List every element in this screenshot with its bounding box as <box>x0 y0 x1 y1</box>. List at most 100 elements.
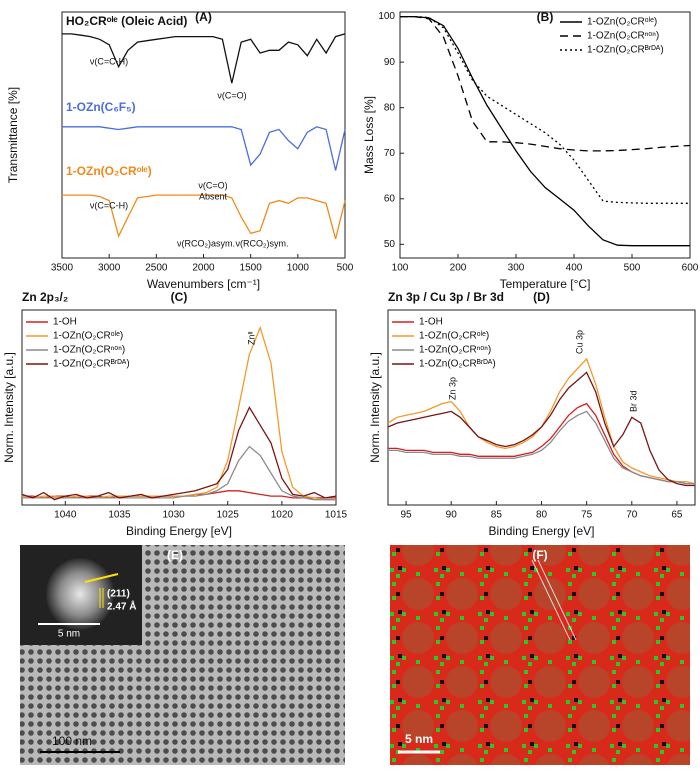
x-tick-label: 95 <box>400 510 412 521</box>
annotation: ν(C=O) <box>217 90 246 100</box>
legend-label: 1-OZn(O₂CRⁿᵒⁿ) <box>587 31 659 42</box>
panel-label: (F) <box>532 548 547 562</box>
panel-label: (D) <box>533 290 550 304</box>
x-tick-label: 100 <box>392 263 409 274</box>
x-tick-label: 70 <box>626 510 638 521</box>
x-tick-label: 1015 <box>325 510 348 521</box>
panel-label: (C) <box>171 290 188 304</box>
series-label: 1-OZn(C₆F₅) <box>66 100 136 114</box>
scale-bar-label: 5 nm <box>58 629 80 640</box>
annotation: ν(C=C-H) <box>90 56 128 66</box>
line-scan <box>531 559 571 641</box>
series-line <box>387 371 695 487</box>
x-tick-label: 1040 <box>54 510 77 521</box>
x-tick-label: 1500 <box>240 263 263 274</box>
x-tick-label: 200 <box>450 263 467 274</box>
series-line <box>388 410 695 485</box>
legend-label: 1-OH <box>419 317 443 328</box>
legend-label: 1-OZn(O₂CRᵒˡᵉ) <box>587 17 657 28</box>
panel-label: (E) <box>167 548 183 562</box>
x-tick-label: 80 <box>536 510 548 521</box>
x-tick-label: 2000 <box>192 263 215 274</box>
y-tick-label: 100 <box>378 11 395 22</box>
y-axis-label: Norm. Intensity [a.u.] <box>2 352 16 463</box>
x-tick-label: 3000 <box>98 263 121 274</box>
annotation: Zn 3p <box>447 377 457 400</box>
x-tick-label: 2500 <box>145 263 168 274</box>
x-tick-label: 3500 <box>51 263 74 274</box>
series-line <box>62 33 346 84</box>
eds-map <box>390 545 690 765</box>
annotation: ν(RCO₂)asym. <box>177 238 235 248</box>
series-label: 1-OZn(O₂CRᵒˡᵉ) <box>66 164 152 178</box>
nanoparticle <box>46 558 114 630</box>
legend-label: 1-OZn(O₂CRᴮʳᴰᴬ) <box>419 359 496 370</box>
inset-annotation: (211) <box>107 589 130 600</box>
legend-label: 1-OZn(O₂CRⁿᵒⁿ) <box>419 345 491 356</box>
x-axis-label: Binding Energy [eV] <box>488 524 594 538</box>
panel-f: (F) 5 nm <box>390 545 690 765</box>
series-line <box>22 445 336 501</box>
x-tick-label: 600 <box>682 263 699 274</box>
annotation: Br 3d <box>628 390 638 412</box>
legend-label: 1-OZn(O₂CRⁿᵒⁿ) <box>53 345 125 356</box>
scale-bar-label: 100 nm <box>52 734 92 748</box>
inset-annotation: 2.47 Å <box>107 600 136 613</box>
x-tick-label: 65 <box>671 510 683 521</box>
x-tick-label: 400 <box>566 263 583 274</box>
series-line <box>400 15 690 204</box>
y-tick-label: 50 <box>384 239 396 250</box>
annotation: ν(C=O) <box>198 180 227 190</box>
y-axis-label: Mass Loss [%] <box>362 96 376 174</box>
x-axis-label: Temperature [°C] <box>500 277 591 291</box>
arrow <box>84 573 119 583</box>
legend-label: 1-OZn(O₂CRᴮʳᴰᴬ) <box>53 359 130 370</box>
annotation: ν(RCO₂)sym. <box>236 238 289 248</box>
plot-frame <box>21 309 337 506</box>
series-line <box>62 194 346 240</box>
y-axis-label: Norm. Intensity [a.u.] <box>368 352 382 463</box>
x-tick-label: 1030 <box>162 510 185 521</box>
panel-label: (A) <box>195 10 212 24</box>
y-axis-label: Transmittance [%] <box>6 87 20 183</box>
series-line <box>400 15 690 247</box>
x-tick-label: 75 <box>581 510 593 521</box>
x-tick-label: 1035 <box>108 510 131 521</box>
series-label: HO₂CRᵒˡᵉ (Oleic Acid) <box>66 14 187 28</box>
series-line <box>387 357 696 485</box>
series-line <box>21 406 337 501</box>
x-tick-label: 500 <box>337 263 354 274</box>
x-tick-label: 1025 <box>217 510 240 521</box>
annotation: Cu 3p <box>574 330 584 354</box>
annotation: Absent <box>199 191 228 201</box>
series-line <box>21 325 336 501</box>
x-tick-label: 90 <box>446 510 458 521</box>
y-tick-label: 60 <box>384 193 396 204</box>
series-line <box>400 15 691 152</box>
x-axis-label: Wavenumbers [cm⁻¹] <box>147 277 260 291</box>
plot-frame <box>399 11 691 259</box>
chart-title: Zn 3p / Cu 3p / Br 3d <box>388 290 504 304</box>
annotation: ν(C=C-H) <box>90 200 128 210</box>
series-line <box>62 126 346 171</box>
x-tick-label: 1000 <box>287 263 310 274</box>
legend-label: 1-OZn(O₂CRᵒˡᵉ) <box>419 331 489 342</box>
line-scan <box>537 559 577 641</box>
panel-e: (211) 2.47 Å 5 nm (E) 100 nm <box>20 545 345 765</box>
x-tick-label: 1020 <box>271 510 294 521</box>
annotation: Znᴵᴵ <box>246 331 256 345</box>
legend-label: 1-OZn(O₂CRᵒˡᵉ) <box>53 331 123 342</box>
y-tick-label: 90 <box>384 57 396 68</box>
legend-label: 1-OZn(O₂CRᴮʳᴰᴬ) <box>587 45 664 56</box>
panel-label: (B) <box>537 10 554 24</box>
legend-label: 1-OH <box>53 317 77 328</box>
plot-frame <box>61 11 346 259</box>
y-tick-label: 70 <box>384 148 396 159</box>
scale-bar-label: 5 nm <box>405 732 433 746</box>
y-tick-label: 80 <box>384 102 396 113</box>
x-axis-label: Binding Energy [eV] <box>126 524 232 538</box>
x-tick-label: 500 <box>624 263 641 274</box>
x-tick-label: 300 <box>508 263 525 274</box>
x-tick-label: 85 <box>491 510 503 521</box>
